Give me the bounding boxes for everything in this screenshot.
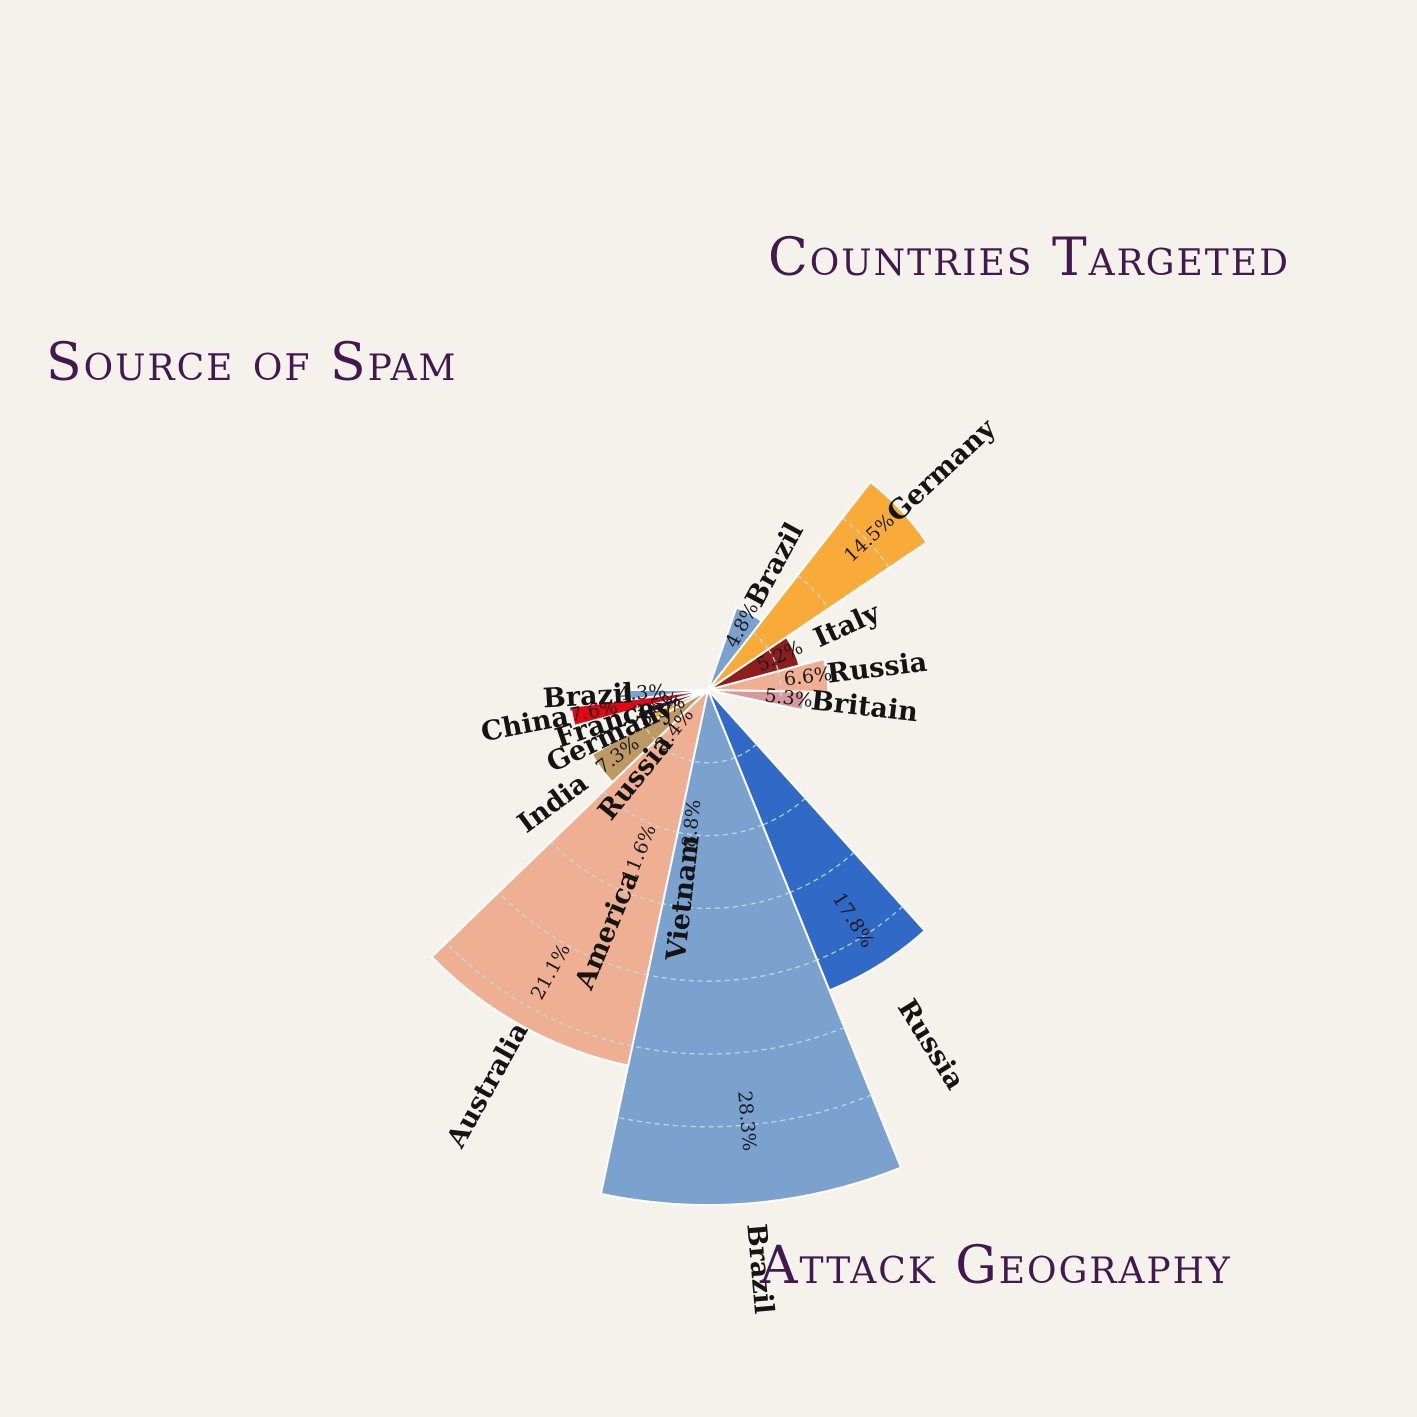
grid-arc — [635, 698, 639, 710]
grid-arc — [762, 797, 806, 826]
grid-arc — [692, 756, 736, 764]
wedges-layer — [430, 480, 929, 1207]
grid-arc — [662, 891, 791, 910]
grid-arc — [842, 517, 890, 569]
countries-targeted-title: Countries Targeted — [768, 228, 1290, 288]
country-label-1-germany-1: Germany — [881, 412, 1002, 528]
grid-arc — [647, 959, 818, 982]
grid-arc — [778, 691, 782, 706]
grid-arc — [550, 841, 663, 905]
grid-arc — [735, 743, 758, 759]
grid-arc — [797, 574, 830, 609]
wedge-2-brazil-1 — [599, 686, 903, 1207]
attack-geography-title: Attack Geography — [759, 1236, 1232, 1296]
value-label-0-vietnam-7: 8.8% — [678, 798, 705, 848]
country-label-1-russia-3: Russia — [826, 647, 929, 690]
grid-arc — [498, 891, 648, 976]
grid-arc — [445, 942, 633, 1047]
grid-arc — [655, 740, 693, 762]
grid-arc — [632, 1026, 845, 1055]
value-label-2-brazil-1: 28.3% — [733, 1090, 760, 1152]
wedge-2-australia-2 — [430, 687, 710, 1067]
grid-arc — [789, 851, 855, 894]
value-label-1-britain-4: 5.3% — [763, 685, 813, 712]
country-label-2-russia-0: Russia — [891, 994, 970, 1095]
spam-source-title: Source of Spam — [46, 333, 457, 393]
grid-arc — [767, 648, 779, 672]
country-label-2-australia-2: Australia — [440, 1017, 534, 1154]
country-label-1-britain-4: Britain — [809, 685, 919, 728]
value-label-0-brazil-0: 4.3% — [618, 681, 668, 706]
wedge-1-germany-1 — [707, 480, 929, 691]
grid-arc — [617, 1094, 872, 1128]
grid-arc — [816, 905, 904, 961]
wedge-1-russia-3 — [707, 657, 830, 694]
country-label-0-brazil-0: Brazil — [542, 678, 634, 714]
